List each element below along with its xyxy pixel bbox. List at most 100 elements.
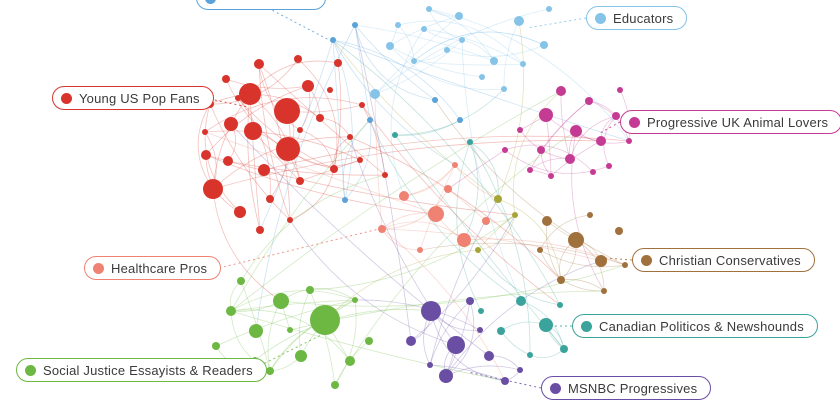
network-node-educators[interactable] [455, 12, 463, 20]
network-node-christian-conservatives[interactable] [537, 247, 543, 253]
network-node-christian-conservatives[interactable] [568, 232, 584, 248]
network-node-msnbc-progressives[interactable] [447, 336, 465, 354]
network-node-young-us-pop-fans[interactable] [222, 75, 230, 83]
network-node-christian-conservatives[interactable] [587, 212, 593, 218]
network-node-unknown-top[interactable] [330, 37, 336, 43]
network-node-educators[interactable] [520, 61, 526, 67]
network-node-canadian-politicos-newshounds[interactable] [467, 139, 473, 145]
network-node-young-us-pop-fans[interactable] [276, 137, 300, 161]
network-node-progressive-uk-animal-lovers[interactable] [596, 136, 606, 146]
network-node-unknown-top[interactable] [352, 22, 358, 28]
network-node-healthcare-pros[interactable] [378, 225, 386, 233]
network-node-misc-olive[interactable] [475, 247, 481, 253]
network-node-young-us-pop-fans[interactable] [334, 59, 342, 67]
network-node-young-us-pop-fans[interactable] [274, 98, 300, 124]
network-node-unknown-top[interactable] [457, 117, 463, 123]
network-node-christian-conservatives[interactable] [601, 288, 607, 294]
network-node-young-us-pop-fans[interactable] [302, 80, 314, 92]
network-node-social-justice-essayists-readers[interactable] [249, 324, 263, 338]
network-node-healthcare-pros[interactable] [452, 162, 458, 168]
network-node-canadian-politicos-newshounds[interactable] [557, 302, 563, 308]
network-node-canadian-politicos-newshounds[interactable] [392, 132, 398, 138]
network-node-young-us-pop-fans[interactable] [256, 226, 264, 234]
network-node-healthcare-pros[interactable] [482, 217, 490, 225]
network-node-social-justice-essayists-readers[interactable] [287, 327, 293, 333]
network-node-educators[interactable] [479, 74, 485, 80]
network-node-progressive-uk-animal-lovers[interactable] [612, 112, 620, 120]
network-node-social-justice-essayists-readers[interactable] [345, 356, 355, 366]
cluster-label-social-justice-essayists-readers[interactable]: Social Justice Essayists & Readers [16, 358, 267, 382]
network-node-unknown-top[interactable] [342, 197, 348, 203]
network-node-young-us-pop-fans[interactable] [202, 129, 208, 135]
cluster-label-msnbc-progressives[interactable]: MSNBC Progressives [541, 376, 712, 400]
network-node-young-us-pop-fans[interactable] [357, 157, 363, 163]
network-node-progressive-uk-animal-lovers[interactable] [537, 146, 545, 154]
network-node-canadian-politicos-newshounds[interactable] [539, 318, 553, 332]
network-node-young-us-pop-fans[interactable] [287, 217, 293, 223]
network-node-educators[interactable] [395, 22, 401, 28]
network-node-educators[interactable] [411, 58, 417, 64]
network-node-canadian-politicos-newshounds[interactable] [527, 352, 533, 358]
network-node-young-us-pop-fans[interactable] [224, 117, 238, 131]
network-node-young-us-pop-fans[interactable] [254, 59, 264, 69]
network-node-progressive-uk-animal-lovers[interactable] [517, 127, 523, 133]
network-node-social-justice-essayists-readers[interactable] [237, 277, 245, 285]
network-node-msnbc-progressives[interactable] [484, 351, 494, 361]
network-node-young-us-pop-fans[interactable] [330, 165, 338, 173]
network-node-social-justice-essayists-readers[interactable] [310, 305, 340, 335]
network-node-young-us-pop-fans[interactable] [297, 127, 303, 133]
network-node-young-us-pop-fans[interactable] [347, 134, 353, 140]
network-node-progressive-uk-animal-lovers[interactable] [539, 108, 553, 122]
cluster-label-christian-conservatives[interactable]: Christian Conservatives [632, 248, 815, 272]
network-node-msnbc-progressives[interactable] [501, 377, 509, 385]
network-node-young-us-pop-fans[interactable] [327, 87, 333, 93]
network-node-christian-conservatives[interactable] [622, 262, 628, 268]
network-node-young-us-pop-fans[interactable] [359, 102, 365, 108]
network-node-unknown-top[interactable] [367, 117, 373, 123]
network-node-educators[interactable] [370, 89, 380, 99]
network-node-social-justice-essayists-readers[interactable] [306, 286, 314, 294]
network-node-educators[interactable] [386, 42, 394, 50]
network-node-educators[interactable] [459, 37, 465, 43]
network-node-educators[interactable] [426, 6, 432, 12]
network-node-young-us-pop-fans[interactable] [201, 150, 211, 160]
network-node-educators[interactable] [444, 47, 450, 53]
network-node-educators[interactable] [546, 6, 552, 12]
network-node-social-justice-essayists-readers[interactable] [365, 337, 373, 345]
network-node-young-us-pop-fans[interactable] [316, 114, 324, 122]
network-node-healthcare-pros[interactable] [417, 247, 423, 253]
network-node-educators[interactable] [490, 57, 498, 65]
network-node-young-us-pop-fans[interactable] [294, 55, 302, 63]
cluster-label-canadian-politicos-newshounds[interactable]: Canadian Politicos & Newshounds [572, 314, 818, 338]
network-node-christian-conservatives[interactable] [615, 227, 623, 235]
network-node-social-justice-essayists-readers[interactable] [273, 293, 289, 309]
network-node-msnbc-progressives[interactable] [477, 327, 483, 333]
network-node-healthcare-pros[interactable] [444, 185, 452, 193]
network-node-young-us-pop-fans[interactable] [244, 122, 262, 140]
network-node-young-us-pop-fans[interactable] [203, 179, 223, 199]
network-node-young-us-pop-fans[interactable] [235, 95, 241, 101]
network-node-social-justice-essayists-readers[interactable] [212, 342, 220, 350]
network-node-young-us-pop-fans[interactable] [382, 172, 388, 178]
network-node-christian-conservatives[interactable] [542, 216, 552, 226]
network-node-christian-conservatives[interactable] [595, 255, 607, 267]
network-node-progressive-uk-animal-lovers[interactable] [570, 125, 582, 137]
network-node-christian-conservatives[interactable] [557, 276, 565, 284]
network-node-canadian-politicos-newshounds[interactable] [516, 296, 526, 306]
cluster-label-healthcare-pros[interactable]: Healthcare Pros [84, 256, 222, 280]
network-node-young-us-pop-fans[interactable] [266, 195, 274, 203]
network-node-young-us-pop-fans[interactable] [239, 83, 261, 105]
network-node-msnbc-progressives[interactable] [427, 362, 433, 368]
network-node-progressive-uk-animal-lovers[interactable] [565, 154, 575, 164]
network-node-msnbc-progressives[interactable] [421, 301, 441, 321]
network-node-healthcare-pros[interactable] [457, 233, 471, 247]
network-node-progressive-uk-animal-lovers[interactable] [606, 163, 612, 169]
network-node-canadian-politicos-newshounds[interactable] [560, 345, 568, 353]
network-node-young-us-pop-fans[interactable] [258, 164, 270, 176]
network-node-healthcare-pros[interactable] [399, 191, 409, 201]
network-node-educators[interactable] [540, 41, 548, 49]
network-node-healthcare-pros[interactable] [428, 206, 444, 222]
network-node-msnbc-progressives[interactable] [466, 297, 474, 305]
network-node-educators[interactable] [501, 86, 507, 92]
network-node-social-justice-essayists-readers[interactable] [226, 306, 236, 316]
